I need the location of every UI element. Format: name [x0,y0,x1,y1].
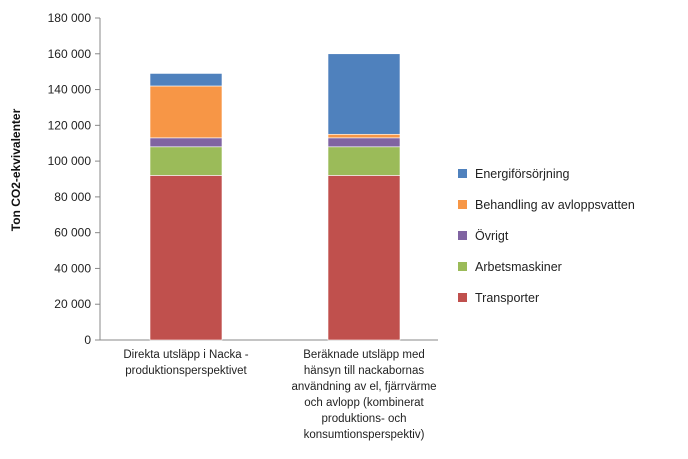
y-axis-ticks: 0 20 000 40 000 60 000 80 000 100 000 120 000 1… [48,11,100,347]
y-tick-label: 40 000 [54,261,91,275]
category-label-line: Direkta utsläpp i Nacka - [123,349,248,361]
category-label-line: och avlopp (kombinerat [304,397,424,409]
category-label-line: Beräknade utsläpp med [303,349,424,361]
legend-swatch [458,231,467,240]
legend-swatch [458,293,467,302]
bar-segment-energif-rs-rjning [149,73,223,87]
category-label-line: produktionsperspektivet [125,365,247,377]
y-tick-label: 60 000 [54,226,91,240]
category-label-line: användning av el, fjärrvärme [291,381,436,393]
y-tick-label: 100 000 [48,154,92,168]
legend-label: Behandling av avloppsvatten [475,198,635,212]
legend-swatch [458,200,467,209]
legend-label: Arbetsmaskiner [475,260,562,274]
category-labels: Direkta utsläpp i Nacka - produktionspers… [123,349,436,441]
bar-segment-transporter [149,175,223,341]
legend-swatch [458,169,467,178]
bar-segment--vrigt [327,137,401,148]
bars [149,53,401,341]
bar-segment-arbetsmaskiner [149,146,223,176]
y-tick-label: 180 000 [48,11,92,25]
legend-swatch [458,262,467,271]
legend-label: Transporter [475,291,539,305]
y-tick-label: 20 000 [54,297,91,311]
y-tick-label: 0 [84,333,91,347]
bar-segment-behandling-av-avloppsvatten [327,133,401,139]
bar-segment-energif-rs-rjning [327,53,401,135]
category-label-line: hänsyn till nackabornas [304,365,424,377]
y-tick-label: 160 000 [48,47,92,61]
legend-label: Energiförsörjning [475,167,570,181]
y-axis-label: Ton CO2-ekvivalenter [9,108,23,231]
y-tick-label: 140 000 [48,83,92,97]
bar-segment-behandling-av-avloppsvatten [149,85,223,139]
category-label-line: konsumtionsperspektiv) [304,429,425,441]
legend-label: Övrigt [475,229,509,243]
y-tick-label: 80 000 [54,190,91,204]
bar-segment-transporter [327,175,401,341]
y-tick-label: 120 000 [48,118,92,132]
legend: Energiförsörjning Behandling av avloppsva… [458,167,635,305]
category-label-line: produktions- och [321,413,406,425]
bar-segment-arbetsmaskiner [327,146,401,176]
bar-segment--vrigt [149,137,223,148]
